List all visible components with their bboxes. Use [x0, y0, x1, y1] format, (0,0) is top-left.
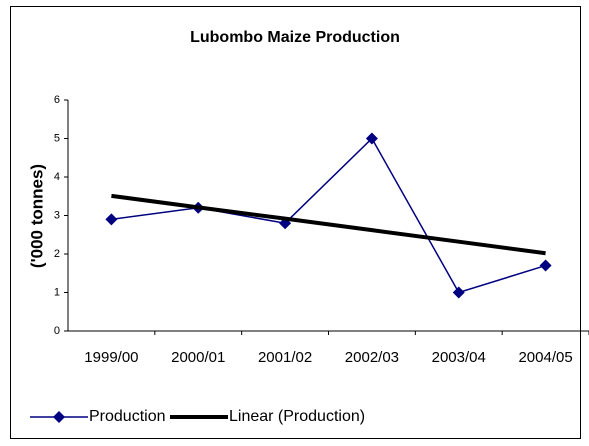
chart-title: Lubombo Maize Production	[190, 29, 400, 46]
y-tick-label: 3	[54, 209, 60, 221]
y-tick-label: 4	[54, 171, 60, 183]
x-tick-label: 2002/03	[345, 349, 399, 366]
legend-label: Production	[89, 408, 166, 425]
marker	[365, 132, 378, 145]
marker	[105, 213, 118, 226]
x-tick-label: 2004/05	[518, 349, 572, 366]
x-tick-label: 2003/04	[432, 349, 486, 366]
marker	[539, 259, 552, 272]
x-tick-label: 2000/01	[171, 349, 225, 366]
y-tick-label: 6	[54, 94, 60, 106]
chart-border	[10, 6, 581, 439]
x-tick-label: 1999/00	[84, 349, 138, 366]
y-tick-label: 2	[54, 248, 60, 260]
x-tick-label: 2001/02	[258, 349, 312, 366]
y-tick-label: 5	[54, 132, 60, 144]
y-tick-label: 1	[54, 286, 60, 298]
y-tick-label: 0	[54, 325, 60, 337]
series-line	[111, 193, 546, 256]
y-axis-title: ('000 tonnes)	[27, 164, 46, 268]
marker	[452, 286, 465, 299]
series-line	[111, 137, 546, 294]
legend-marker	[53, 411, 65, 423]
legend-label: Linear (Production)	[229, 408, 365, 425]
